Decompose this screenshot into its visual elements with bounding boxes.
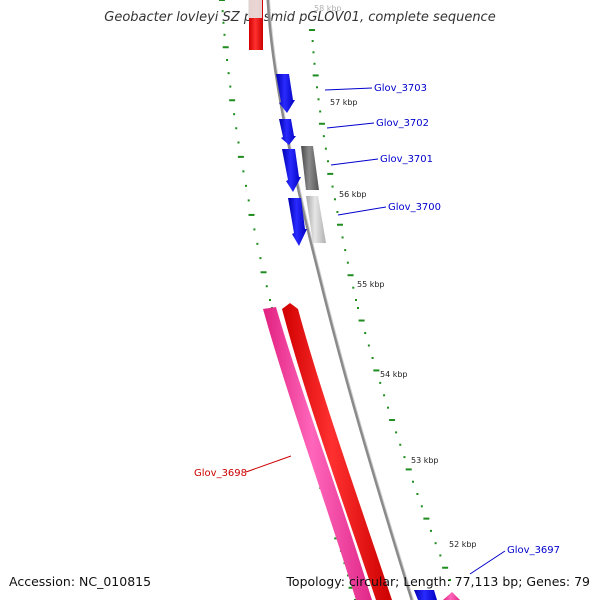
- feature-gray-light: [306, 196, 326, 243]
- ruler-label-58kbp: 58 kbp: [314, 4, 342, 13]
- leader-glov-3702: [326, 122, 375, 129]
- gene-label-glov-3697: Glov_3697: [507, 545, 560, 556]
- ruler-label-54kbp: 54 kbp: [380, 370, 408, 379]
- feature-glov-3700: [288, 198, 307, 246]
- feature-glov-3702: [279, 119, 296, 145]
- ruler-label-56kbp: 56 kbp: [339, 190, 367, 199]
- ruler-label-55kbp: 55 kbp: [357, 280, 385, 289]
- gene-label-glov-3703: Glov_3703: [374, 83, 427, 94]
- accession-text: Accession: NC_010815: [9, 574, 152, 589]
- leader-glov-3698: [245, 455, 292, 473]
- leader-glov-3697: [469, 550, 506, 575]
- feature-glov-3703: [276, 74, 295, 113]
- feature-bottom-pink: [443, 592, 460, 600]
- feature-top-light: [248, 0, 262, 18]
- ruler-label-53kbp: 53 kbp: [411, 456, 439, 465]
- feature-glov-3698-pink: [263, 307, 372, 600]
- ruler-labels: 58 kbp 57 kbp 56 kbp 55 kbp 54 kbp 53 kb…: [314, 4, 477, 549]
- map-title: Geobacter lovleyi SZ plasmid pGLOV01, co…: [104, 10, 496, 25]
- feature-glov-3698-red: [282, 303, 392, 600]
- gene-label-glov-3698: Glov_3698: [194, 468, 247, 479]
- gene-label-glov-3702: Glov_3702: [376, 118, 429, 129]
- ruler-label-52kbp: 52 kbp: [449, 540, 477, 549]
- leader-lines: [245, 87, 506, 575]
- gene-label-glov-3700: Glov_3700: [388, 202, 441, 213]
- leader-glov-3700: [337, 206, 387, 216]
- topology-stats: Topology: circular; Length: 77,113 bp; G…: [286, 574, 590, 589]
- feature-glov-3697: [414, 590, 437, 600]
- leader-glov-3703: [324, 87, 373, 91]
- leader-glov-3701: [330, 158, 379, 166]
- feature-glov-3701: [282, 149, 301, 192]
- ruler-label-57kbp: 57 kbp: [330, 98, 358, 107]
- gene-labels: Glov_3703 Glov_3702 Glov_3701 Glov_3700 …: [194, 83, 560, 556]
- feature-gray-dark: [301, 146, 319, 190]
- outer-tick-track: [309, 29, 451, 581]
- gene-label-glov-3701: Glov_3701: [380, 154, 433, 165]
